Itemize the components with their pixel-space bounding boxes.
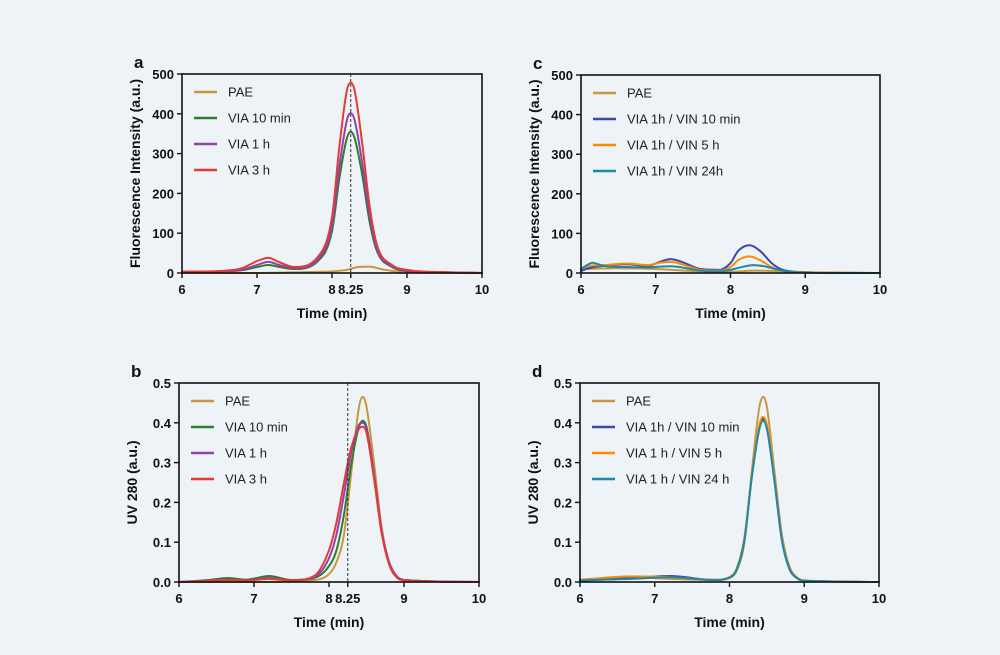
x-tick-label: 9 <box>801 591 808 606</box>
y-tick-label: 400 <box>551 108 573 123</box>
panel-letter: b <box>131 362 141 381</box>
series-group <box>579 395 880 583</box>
y-tick-label: 100 <box>551 226 573 241</box>
y-tick-label: 0.3 <box>554 456 572 471</box>
legend-label: VIA 1h / VIN 10 min <box>627 112 740 127</box>
x-tick-label: 10 <box>475 282 489 297</box>
y-tick-label: 0.0 <box>554 575 572 590</box>
y-tick-label: 0.1 <box>153 535 171 550</box>
x-tick-label: 8 <box>726 591 733 606</box>
x-tick-label: 6 <box>576 591 583 606</box>
legend-label: VIA 1 h / VIN 24 h <box>626 472 729 487</box>
x-axis-title: Time (min) <box>694 614 765 630</box>
x-tick-label: 6 <box>175 591 182 606</box>
x-axis-title: Time (min) <box>297 305 368 321</box>
series-group <box>580 244 881 274</box>
legend-label: VIA 1 h / VIN 5 h <box>626 446 722 461</box>
y-tick-label: 300 <box>551 147 573 162</box>
series-group <box>181 81 483 275</box>
panel-letter: a <box>134 53 144 72</box>
y-tick-label: 200 <box>551 187 573 202</box>
y-tick-label: 500 <box>152 67 174 82</box>
series-line-via-1h-vin-24h <box>580 261 881 274</box>
x-tick-label: 9 <box>403 282 410 297</box>
legend-label: VIA 1h / VIN 10 min <box>626 420 739 435</box>
y-axis-title: UV 280 (a.u.) <box>525 440 541 524</box>
plot-frame <box>181 73 483 274</box>
y-axis-title: Fluorescence Intensity (a.u.) <box>127 79 143 268</box>
legend-label: PAE <box>626 394 651 409</box>
x-tick-label: 10 <box>472 591 486 606</box>
x-tick-label: 8 <box>328 282 335 297</box>
plot-frame <box>580 74 881 274</box>
x-tick-label: 8.25 <box>335 591 360 606</box>
y-tick-label: 0.4 <box>554 416 573 431</box>
y-tick-label: 0.4 <box>153 416 172 431</box>
x-axis-title: Time (min) <box>695 305 766 321</box>
series-line-via-10-min <box>181 130 483 274</box>
series-line-via-1-h <box>181 112 483 274</box>
x-tick-label: 9 <box>400 591 407 606</box>
legend-label: VIA 1 h <box>228 137 270 152</box>
legend: PAE VIA 1h / VIN 10 min VIA 1 h / VIN 5 h V… <box>592 394 739 487</box>
x-tick-label: 8.25 <box>338 282 363 297</box>
y-tick-label: 300 <box>152 147 174 162</box>
legend-label: VIA 1 h <box>225 446 267 461</box>
x-tick-label: 7 <box>253 282 260 297</box>
series-line-pae <box>178 395 480 584</box>
legend-label: VIA 3 h <box>225 472 267 487</box>
legend-label: VIA 10 min <box>228 111 291 126</box>
x-tick-label: 8 <box>727 282 734 297</box>
y-tick-label: 0.1 <box>554 535 572 550</box>
y-tick-label: 0.2 <box>554 495 572 510</box>
y-tick-label: 0.5 <box>153 376 171 391</box>
series-group <box>178 395 480 584</box>
y-tick-label: 400 <box>152 107 174 122</box>
y-tick-label: 0.3 <box>153 456 171 471</box>
legend-label: PAE <box>627 86 652 101</box>
legend: PAE VIA 1h / VIN 10 min VIA 1h / VIN 5 h VI… <box>593 86 740 179</box>
x-tick-label: 8 <box>325 591 332 606</box>
legend-label: VIA 10 min <box>225 420 288 435</box>
y-tick-label: 500 <box>551 68 573 83</box>
x-tick-label: 7 <box>652 282 659 297</box>
series-line-via-1-h-vin-24-h <box>579 419 880 583</box>
y-tick-label: 200 <box>152 186 174 201</box>
panel-letter: c <box>533 54 542 73</box>
series-line-via-3-h <box>181 81 483 274</box>
legend: PAE VIA 10 min VIA 1 h VIA 3 h <box>191 394 288 487</box>
x-tick-label: 7 <box>250 591 257 606</box>
x-tick-label: 10 <box>873 282 887 297</box>
chart-panel-d: d 6 7 8 9 10 0.0 0.1 0.2 0.3 0.4 0.5 Time (min) UV 28… <box>525 362 886 630</box>
chart-panel-b: b 6 7 8 8.25 9 10 0.0 0.1 0.2 0.3 0.4 0.5 Time (min) U… <box>124 362 486 630</box>
y-tick-label: 0.2 <box>153 495 171 510</box>
x-tick-label: 10 <box>872 591 886 606</box>
y-axis-title: Fluorescence Intensity (a.u.) <box>526 79 542 268</box>
legend-label: VIA 1h / VIN 24h <box>627 164 723 179</box>
y-tick-label: 0.0 <box>153 575 171 590</box>
y-tick-label: 0 <box>566 266 573 281</box>
y-axis-title: UV 280 (a.u.) <box>124 440 140 524</box>
series-line-via-1h-vin-10-min <box>579 417 880 583</box>
y-tick-label: 0 <box>167 266 174 281</box>
legend-label: VIA 3 h <box>228 163 270 178</box>
legend-label: PAE <box>225 394 250 409</box>
legend-label: VIA 1h / VIN 5 h <box>627 138 720 153</box>
legend-label: PAE <box>228 85 253 100</box>
plot-frame <box>579 382 880 583</box>
x-axis-title: Time (min) <box>294 614 365 630</box>
x-tick-label: 6 <box>577 282 584 297</box>
x-tick-label: 6 <box>178 282 185 297</box>
series-line-via-1-h <box>178 421 480 583</box>
x-tick-label: 7 <box>651 591 658 606</box>
legend: PAE VIA 10 min VIA 1 h VIA 3 h <box>194 85 291 178</box>
x-tick-label: 9 <box>802 282 809 297</box>
panel-letter: d <box>532 362 542 381</box>
y-tick-label: 100 <box>152 226 174 241</box>
series-line-via-1-h-vin-5-h <box>579 415 880 583</box>
y-tick-label: 0.5 <box>554 376 572 391</box>
